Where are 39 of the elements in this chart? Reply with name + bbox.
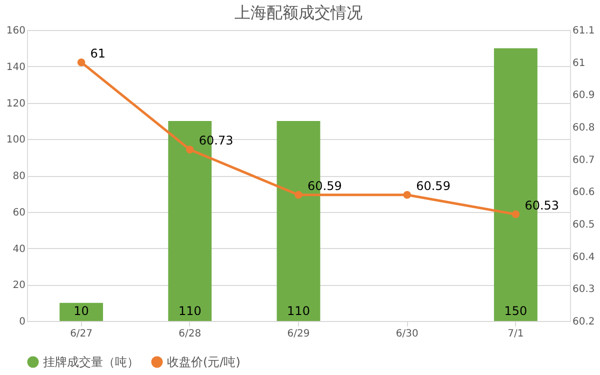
data-label: 110 <box>178 304 202 318</box>
y2-tick-label: 61 <box>572 58 586 69</box>
y2-tick-label: 60.3 <box>572 284 595 296</box>
y-tick-label: 0 <box>19 316 26 328</box>
y-tick-label: 20 <box>12 280 26 292</box>
y-tick-label: 100 <box>6 134 26 146</box>
point <box>403 191 411 199</box>
x-tick-label: 6/28 <box>178 328 202 340</box>
data-label: 60.59 <box>416 178 450 193</box>
point <box>77 58 86 66</box>
y-tick-label: 140 <box>6 62 26 73</box>
data-label: 61 <box>90 46 106 60</box>
chart-title: 上海配额成交情况 <box>234 3 362 22</box>
point <box>294 191 302 199</box>
y-tick-label: 80 <box>12 171 26 182</box>
y2-tick-label: 60.9 <box>572 90 595 102</box>
data-label: 110 <box>287 304 310 318</box>
y2-tick-label: 60.5 <box>572 220 595 230</box>
y-tick-label: 40 <box>12 244 26 255</box>
y2-tick-label: 61.1 <box>572 26 595 36</box>
data-label: 150 <box>504 304 528 318</box>
legend-label: 挂牌成交量（吨） <box>43 355 139 369</box>
y-tick-label: 120 <box>6 98 26 110</box>
y-tick-label: 160 <box>6 26 26 36</box>
point <box>512 210 520 218</box>
x-tick-label: 6/29 <box>287 328 310 340</box>
data-label: 10 <box>74 304 89 318</box>
x-tick-label: 6/30 <box>396 328 418 340</box>
y2-tick-label: 60.8 <box>572 122 595 134</box>
y-tick-label: 60 <box>12 207 26 218</box>
legend-label: 收盘价(元/吨) <box>167 355 240 369</box>
point <box>186 146 194 154</box>
x-tick-label: 7/1 <box>508 328 524 340</box>
bar <box>60 302 104 321</box>
y2-tick-label: 60.7 <box>572 154 595 166</box>
y2-tick-label: 60.6 <box>572 187 595 198</box>
y2-tick-label: 60.4 <box>572 252 595 263</box>
x-tick-label: 6/27 <box>70 328 93 340</box>
y2-tick-label: 60.2 <box>572 316 595 328</box>
